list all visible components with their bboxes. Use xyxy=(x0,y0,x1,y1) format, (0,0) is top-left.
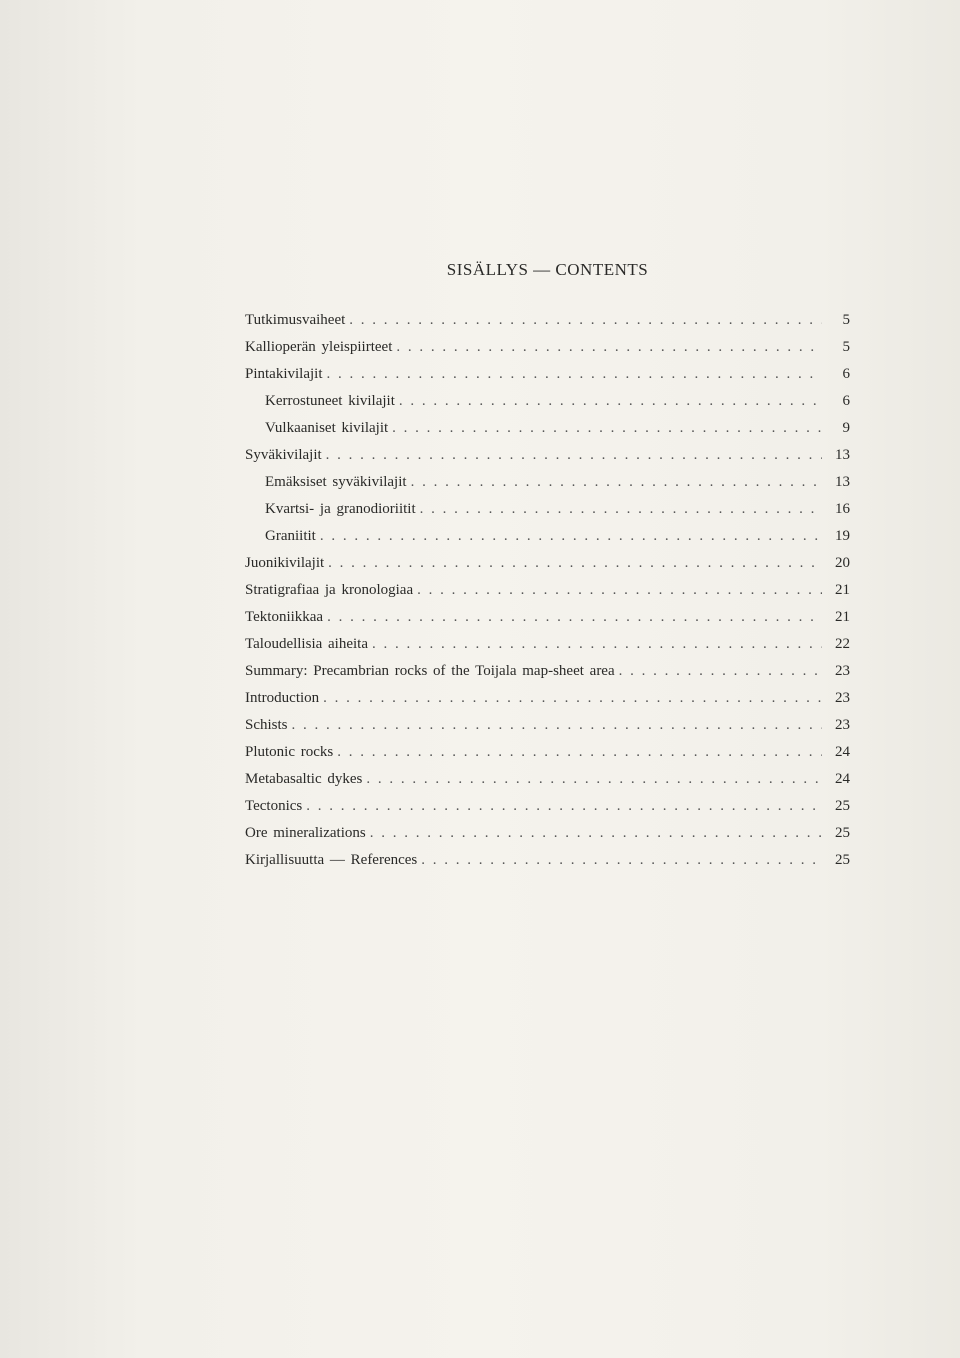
toc-entry-label: Pintakivilajit xyxy=(245,362,323,386)
toc-entry-page: 23 xyxy=(826,713,850,737)
toc-title: SISÄLLYS — CONTENTS xyxy=(245,260,850,280)
toc-entry-label: Tutkimusvaiheet xyxy=(245,308,345,332)
toc-leader-dots xyxy=(328,551,822,575)
toc-entry-page: 19 xyxy=(826,524,850,548)
toc-entry-page: 21 xyxy=(826,578,850,602)
toc-entry: Graniitit 19 xyxy=(245,524,850,548)
toc-entry: Summary: Precambrian rocks of the Toijal… xyxy=(245,659,850,683)
toc-entry: Stratigrafiaa ja kronologiaa 21 xyxy=(245,578,850,602)
toc-entry-page: 9 xyxy=(826,416,850,440)
toc-leader-dots xyxy=(320,524,822,548)
toc-entry-label: Juonikivilajit xyxy=(245,551,324,575)
toc-leader-dots xyxy=(327,362,823,386)
toc-entry-label: Plutonic rocks xyxy=(245,740,333,764)
toc-entry-page: 25 xyxy=(826,848,850,872)
toc-leader-dots xyxy=(372,632,822,656)
toc-entry: Schists 23 xyxy=(245,713,850,737)
toc-entry: Syväkivilajit 13 xyxy=(245,443,850,467)
toc-entry-label: Ore mineralizations xyxy=(245,821,366,845)
toc-entry-label: Schists xyxy=(245,713,288,737)
toc-leader-dots xyxy=(323,686,822,710)
toc-entry-label: Kerrostuneet kivilajit xyxy=(265,389,395,413)
toc-entry: Juonikivilajit 20 xyxy=(245,551,850,575)
toc-leader-dots xyxy=(396,335,822,359)
toc-leader-dots xyxy=(421,848,822,872)
toc-entry-page: 22 xyxy=(826,632,850,656)
toc-entry-page: 5 xyxy=(826,308,850,332)
toc-leader-dots xyxy=(392,416,822,440)
toc-entry-page: 24 xyxy=(826,767,850,791)
toc-entry-page: 21 xyxy=(826,605,850,629)
toc-entry-label: Kirjallisuutta — References xyxy=(245,848,417,872)
toc-entry: Metabasaltic dykes 24 xyxy=(245,767,850,791)
toc-entry-label: Summary: Precambrian rocks of the Toijal… xyxy=(245,659,615,683)
toc-entry-label: Kallioperän yleispiirteet xyxy=(245,335,392,359)
toc-leader-dots xyxy=(349,308,822,332)
toc-entry-page: 20 xyxy=(826,551,850,575)
toc-entry-page: 16 xyxy=(826,497,850,521)
toc-leader-dots xyxy=(417,578,822,602)
toc-entry-label: Kvartsi- ja granodioriitit xyxy=(265,497,416,521)
toc-entry-label: Introduction xyxy=(245,686,319,710)
toc-entry-page: 13 xyxy=(826,470,850,494)
toc-entry-label: Syväkivilajit xyxy=(245,443,322,467)
toc-entry-label: Tectonics xyxy=(245,794,302,818)
toc-entry: Kirjallisuutta — References 25 xyxy=(245,848,850,872)
toc-entry-page: 25 xyxy=(826,794,850,818)
toc-entry: Tectonics 25 xyxy=(245,794,850,818)
toc-entry-label: Metabasaltic dykes xyxy=(245,767,362,791)
toc-entry: Ore mineralizations 25 xyxy=(245,821,850,845)
page-container: SISÄLLYS — CONTENTS Tutkimusvaiheet5Kall… xyxy=(0,0,960,872)
toc-entry: Pintakivilajit 6 xyxy=(245,362,850,386)
toc-entry-page: 6 xyxy=(826,389,850,413)
toc-leader-dots xyxy=(292,713,822,737)
toc-entry-label: Vulkaaniset kivilajit xyxy=(265,416,388,440)
toc-entry: Tutkimusvaiheet 5 xyxy=(245,308,850,332)
toc-entry: Plutonic rocks 24 xyxy=(245,740,850,764)
toc-entry: Kerrostuneet kivilajit 6 xyxy=(245,389,850,413)
toc-entry-page: 23 xyxy=(826,686,850,710)
toc-list: Tutkimusvaiheet5Kallioperän yleispiirtee… xyxy=(245,308,850,872)
toc-leader-dots xyxy=(411,470,822,494)
toc-entry-page: 5 xyxy=(826,335,850,359)
toc-entry-page: 6 xyxy=(826,362,850,386)
toc-entry-label: Taloudellisia aiheita xyxy=(245,632,368,656)
toc-leader-dots xyxy=(337,740,822,764)
toc-entry-page: 23 xyxy=(826,659,850,683)
toc-entry-page: 24 xyxy=(826,740,850,764)
toc-entry-page: 25 xyxy=(826,821,850,845)
toc-entry: Tektoniikkaa 21 xyxy=(245,605,850,629)
toc-entry-label: Graniitit xyxy=(265,524,316,548)
toc-leader-dots xyxy=(619,659,822,683)
toc-leader-dots xyxy=(326,443,822,467)
toc-entry-label: Tektoniikkaa xyxy=(245,605,323,629)
toc-leader-dots xyxy=(306,794,822,818)
toc-entry: Vulkaaniset kivilajit 9 xyxy=(245,416,850,440)
toc-leader-dots xyxy=(399,389,822,413)
toc-entry: Kvartsi- ja granodioriitit 16 xyxy=(245,497,850,521)
toc-leader-dots xyxy=(420,497,822,521)
toc-entry-page: 13 xyxy=(826,443,850,467)
toc-entry-label: Stratigrafiaa ja kronologiaa xyxy=(245,578,413,602)
toc-entry-label: Emäksiset syväkivilajit xyxy=(265,470,407,494)
toc-entry: Emäksiset syväkivilajit 13 xyxy=(245,470,850,494)
toc-entry: Kallioperän yleispiirteet 5 xyxy=(245,335,850,359)
toc-leader-dots xyxy=(327,605,822,629)
toc-entry: Introduction 23 xyxy=(245,686,850,710)
toc-leader-dots xyxy=(366,767,822,791)
toc-leader-dots xyxy=(370,821,822,845)
toc-entry: Taloudellisia aiheita 22 xyxy=(245,632,850,656)
